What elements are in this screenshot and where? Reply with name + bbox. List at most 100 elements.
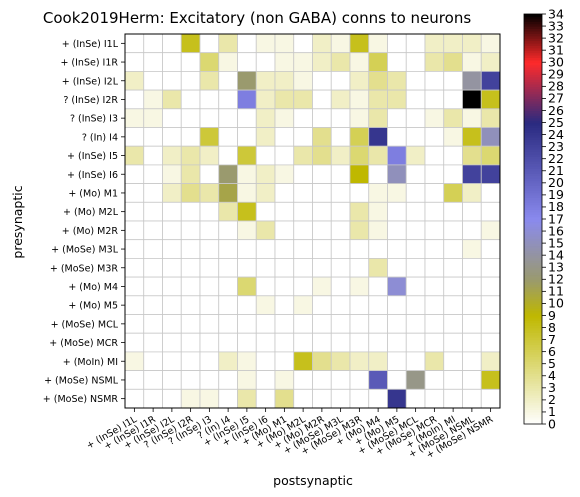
row-tick-label: + (Mo) M2L (63, 207, 119, 218)
heatmap-cell (181, 71, 200, 90)
heatmap-cell (219, 277, 238, 296)
heatmap-cell (444, 333, 463, 352)
row-tick-label: ? (InSe) I2R (63, 95, 118, 106)
heatmap-cell (200, 371, 219, 390)
heatmap-cell (313, 34, 332, 53)
heatmap-cell (219, 71, 238, 90)
heatmap-cell (275, 34, 294, 53)
heatmap-cell (163, 258, 182, 277)
heatmap-cell (425, 90, 444, 109)
heatmap-cell (256, 258, 275, 277)
heatmap-cell (313, 296, 332, 315)
heatmap-cell (163, 315, 182, 334)
heatmap-cell (125, 371, 144, 390)
heatmap-cell (163, 146, 182, 165)
heatmap-cell (369, 53, 388, 72)
heatmap-cell (313, 240, 332, 259)
row-tick-label: + (Mo) M1 (68, 188, 118, 199)
heatmap-cell (163, 109, 182, 128)
heatmap-cell (294, 128, 313, 147)
heatmap-cell (481, 165, 500, 184)
heatmap-cell (463, 371, 482, 390)
row-tick-label: ? (In) I4 (82, 132, 118, 143)
heatmap-cell (256, 128, 275, 147)
heatmap-cell (331, 202, 350, 221)
heatmap-cell (388, 202, 407, 221)
heatmap-cell (125, 202, 144, 221)
heatmap-cell (275, 389, 294, 408)
heatmap-cell (275, 352, 294, 371)
heatmap-cell (388, 333, 407, 352)
heatmap-cell (444, 90, 463, 109)
heatmap-cell (406, 277, 425, 296)
heatmap-cell (369, 34, 388, 53)
heatmap-cell (425, 258, 444, 277)
heatmap-cell (219, 34, 238, 53)
heatmap-cell (238, 352, 257, 371)
heatmap-cell (144, 258, 163, 277)
heatmap-cell (181, 352, 200, 371)
heatmap-cell (144, 53, 163, 72)
heatmap-cell (425, 315, 444, 334)
heatmap-cell (219, 240, 238, 259)
heatmap-cell (219, 371, 238, 390)
heatmap-cell (444, 371, 463, 390)
heatmap-cell (388, 34, 407, 53)
heatmap-cell (369, 258, 388, 277)
row-tick-label: + (InSe) I2L (62, 76, 119, 87)
y-axis-label: presynaptic (10, 185, 25, 258)
heatmap-cell (238, 146, 257, 165)
row-tick-label: + (Mo) M5 (68, 301, 118, 312)
heatmap-cell (238, 333, 257, 352)
heatmap-cell (313, 165, 332, 184)
row-tick-label: + (Mo) M4 (68, 282, 118, 293)
heatmap-cell (425, 202, 444, 221)
heatmap-cell (369, 90, 388, 109)
heatmap-cell (294, 202, 313, 221)
heatmap-cell (294, 90, 313, 109)
heatmap-cell (144, 352, 163, 371)
heatmap-cell (275, 296, 294, 315)
heatmap-cell (406, 34, 425, 53)
heatmap-cell (200, 53, 219, 72)
heatmap-cell (256, 53, 275, 72)
heatmap-cell (369, 296, 388, 315)
colorbar-tick-label: 34 (548, 6, 564, 21)
heatmap-cell (463, 258, 482, 277)
row-tick-label: + (MoSe) NSMR (43, 394, 119, 405)
row-tick-label: + (MoSe) M3R (50, 263, 119, 274)
heatmap-cell (238, 34, 257, 53)
heatmap-cell (463, 53, 482, 72)
heatmap-cell (481, 296, 500, 315)
heatmap-cell (275, 53, 294, 72)
heatmap-cell (219, 389, 238, 408)
heatmap-cell (238, 277, 257, 296)
heatmap-cell (294, 165, 313, 184)
heatmap-cell (181, 371, 200, 390)
heatmap-cell (256, 71, 275, 90)
heatmap-cell (219, 221, 238, 240)
heatmap-cell (481, 258, 500, 277)
heatmap-cell (350, 165, 369, 184)
heatmap-cell (275, 258, 294, 277)
heatmap-cell (200, 165, 219, 184)
heatmap-cell (444, 296, 463, 315)
heatmap-cell (350, 315, 369, 334)
heatmap-cell (238, 165, 257, 184)
heatmap-cell (313, 71, 332, 90)
heatmap-cell (125, 34, 144, 53)
heatmap-cell (406, 71, 425, 90)
heatmap-cell (125, 146, 144, 165)
heatmap-cell (294, 221, 313, 240)
heatmap-cell (200, 221, 219, 240)
heatmap-cell (219, 109, 238, 128)
heatmap-cell (350, 333, 369, 352)
heatmap-cell (275, 333, 294, 352)
heatmap-cell (163, 221, 182, 240)
heatmap-cell (331, 53, 350, 72)
heatmap-cell (144, 333, 163, 352)
heatmap-cell (444, 389, 463, 408)
heatmap-cell (294, 333, 313, 352)
heatmap-cell (313, 202, 332, 221)
heatmap-cell (406, 315, 425, 334)
